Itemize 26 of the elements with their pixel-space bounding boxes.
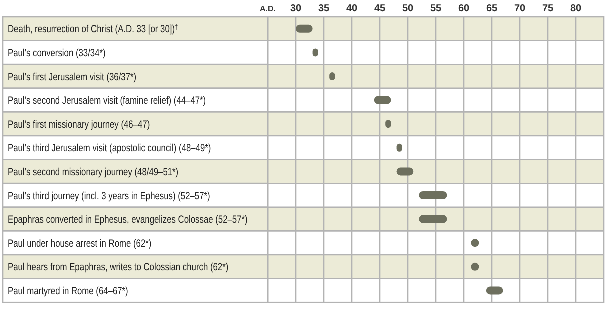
y-tick-label: Paul’s second missionary journey (48/49–51*) xyxy=(8,166,179,179)
x-tick-label: 30 xyxy=(290,4,302,14)
x-tick-label: 75 xyxy=(542,4,554,14)
y-tick-label: Paul martyred in Rome (64–67*) xyxy=(8,286,128,298)
bar xyxy=(419,192,448,200)
x-tick-label: 70 xyxy=(514,4,526,14)
y-tick-label: Paul’s first Jerusalem visit (36/37*) xyxy=(8,71,137,84)
y-tick-label: Paul’s third journey (incl. 3 years in Ephesus) (52–57*) xyxy=(8,190,210,203)
y-tick-label: Death, resurrection of Christ (A.D. 33 [or 30])$^{†}$ xyxy=(8,23,179,36)
x-tick-label: 80 xyxy=(570,4,582,14)
y-tick-label: Paul’s conversion (33/34*) xyxy=(8,48,106,60)
x-tick-label: 55 xyxy=(430,4,442,14)
x-tick-label: 65 xyxy=(486,4,498,14)
x-tick-label: A.D. xyxy=(260,4,276,14)
y-tick-label: Epaphras converted in Ephesus, evangelizes Colossae (52–57*) xyxy=(8,214,248,226)
y-tick-label: Paul hears from Epaphras, writes to Colossian church (62*) xyxy=(8,262,229,274)
y-tick-label: Paul’s third Jerusalem visit (apostolic council) (48–49*) xyxy=(8,142,212,156)
x-tick-label: 40 xyxy=(346,4,358,14)
x-tick-label: 35 xyxy=(318,4,330,14)
x-tick-label: 50 xyxy=(402,4,414,14)
bar xyxy=(419,215,448,224)
y-tick-label: Paul’s second Jerusalem visit (famine relief) (44–47*) xyxy=(8,95,206,108)
y-tick-label: Paul under house arrest in Rome (62*) xyxy=(8,238,152,250)
x-tick-label: 60 xyxy=(458,4,470,14)
x-tick-label: 45 xyxy=(374,4,386,14)
y-tick-label: Paul’s first missionary journey (46–47) xyxy=(8,119,150,132)
